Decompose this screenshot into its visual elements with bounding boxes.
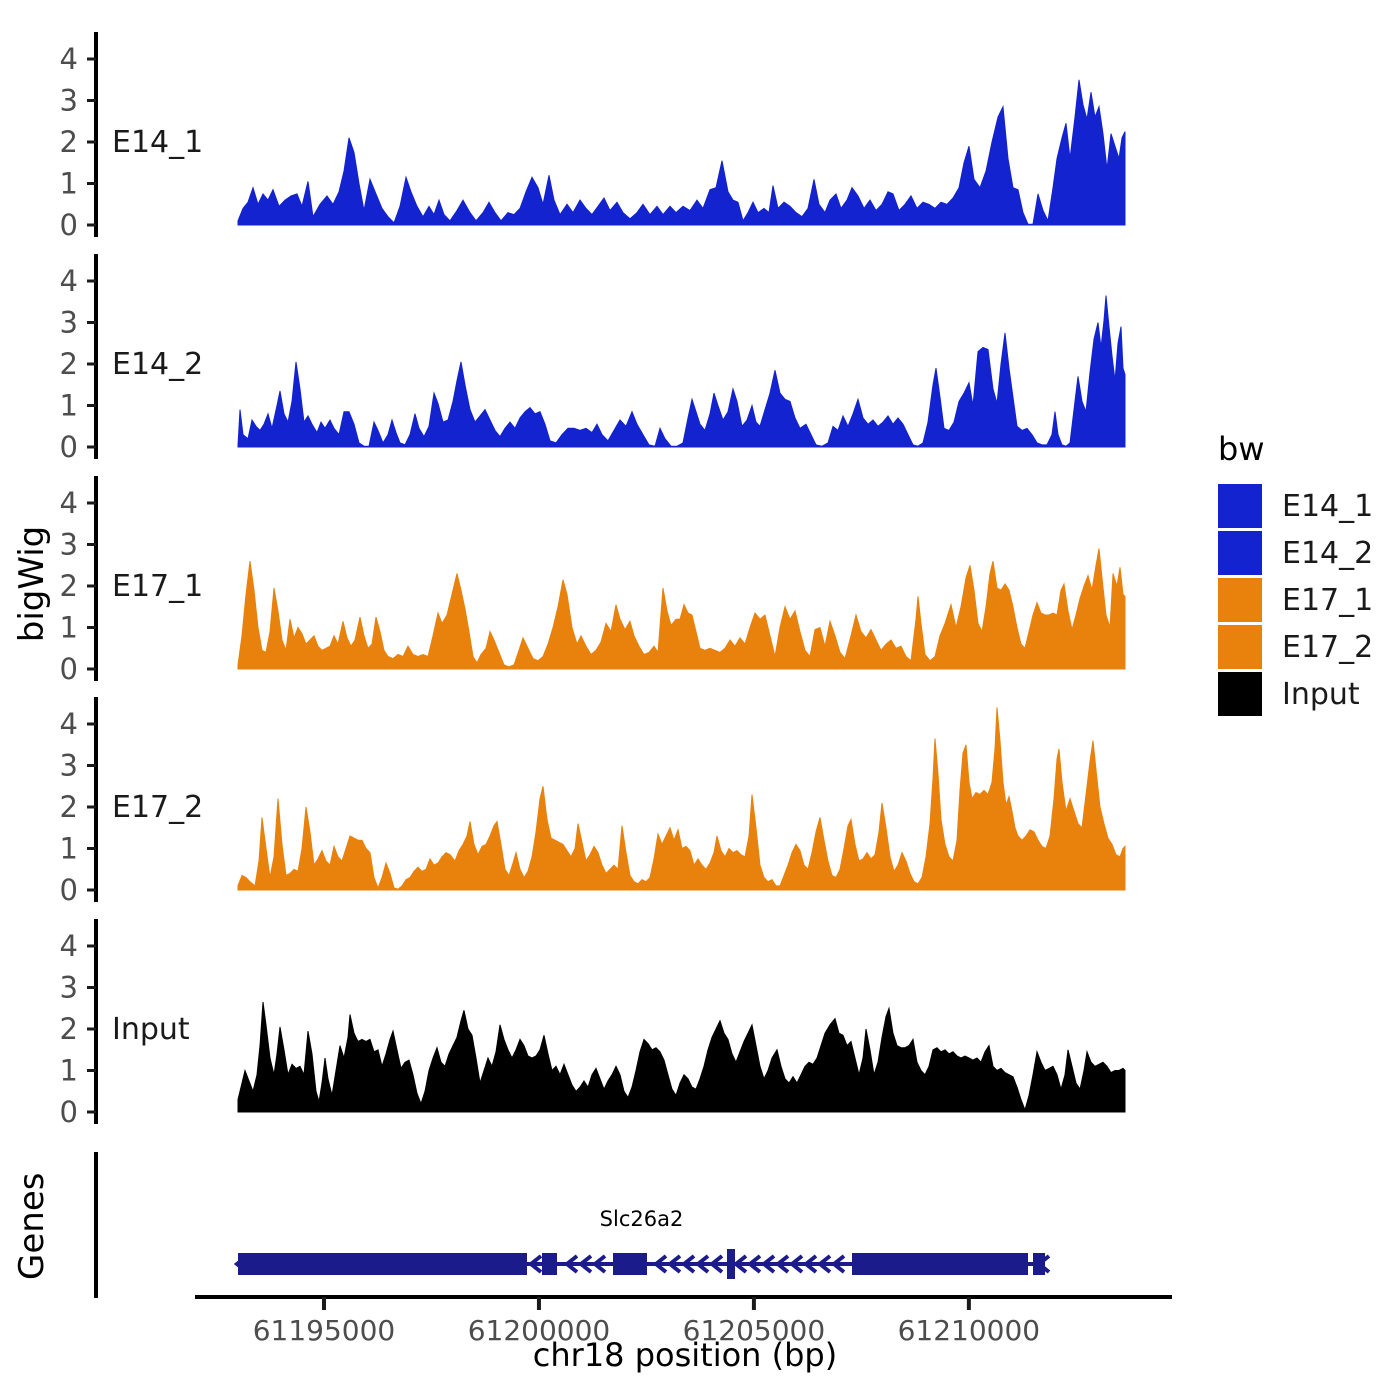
y-tick-label: 3 — [60, 84, 78, 118]
legend-entry-E17_2: E17_2 — [1218, 625, 1373, 669]
legend-title: bw — [1218, 430, 1265, 468]
y-tick-label: 0 — [60, 873, 78, 907]
y-tick-label: 0 — [60, 652, 78, 686]
y-tick-label: 3 — [60, 528, 78, 562]
strand-arrow-left — [760, 1254, 776, 1274]
signal-area-E17_2 — [237, 707, 1126, 891]
y-tick-label: 2 — [60, 347, 78, 381]
x-axis-title: chr18 position (bp) — [532, 1336, 838, 1374]
genes-axis-title: Genes — [12, 1172, 52, 1280]
y-tick-label: 2 — [60, 790, 78, 824]
gene-exon — [542, 1253, 557, 1275]
track-label-E14_2: E14_2 — [112, 347, 203, 382]
strand-arrow-left — [746, 1254, 762, 1274]
strand-arrow-left — [774, 1254, 790, 1274]
strand-arrow-left — [527, 1254, 543, 1274]
legend-label: E14_1 — [1282, 488, 1374, 524]
y-axis-title: bigWig — [12, 525, 52, 643]
legend-label: E17_2 — [1282, 629, 1374, 665]
y-tick-label: 2 — [60, 1012, 78, 1046]
y-tick-label: 3 — [60, 971, 78, 1005]
y-tick-label: 1 — [60, 832, 78, 866]
y-tick-label: 1 — [60, 611, 78, 645]
strand-arrow-left — [788, 1254, 804, 1274]
y-tick-label: 3 — [60, 306, 78, 340]
legend-entry-E14_2: E14_2 — [1218, 531, 1373, 575]
strand-arrow-left — [577, 1254, 593, 1274]
strand-arrow-left — [1035, 1254, 1051, 1274]
strand-arrow-left — [732, 1254, 748, 1274]
legend-swatch-E17_2 — [1218, 625, 1262, 669]
track-label-Input: Input — [112, 1012, 190, 1047]
strand-arrow-left — [666, 1254, 682, 1274]
strand-arrow-left — [591, 1254, 607, 1274]
strand-arrow-left — [708, 1254, 724, 1274]
gene-exon — [238, 1253, 527, 1275]
y-tick-label: 0 — [60, 1095, 78, 1129]
y-tick-label: 1 — [60, 389, 78, 423]
legend-swatch-E17_1 — [1218, 578, 1262, 622]
gene-exon — [727, 1249, 735, 1279]
legend: bw E14_1 E14_2 E17_1 E17_2 Input — [1218, 430, 1373, 719]
x-tick-label: 61210000 — [898, 1314, 1041, 1347]
x-tick-label: 61200000 — [468, 1314, 611, 1347]
strand-arrow-left — [233, 1254, 249, 1274]
strand-arrow-left — [694, 1254, 710, 1274]
track-label-E14_1: E14_1 — [112, 125, 203, 160]
legend-swatch-E14_2 — [1218, 531, 1262, 575]
strand-arrow-left — [830, 1254, 846, 1274]
gene-exon — [613, 1253, 647, 1275]
strand-arrow-left — [816, 1254, 832, 1274]
strand-arrow-left — [802, 1254, 818, 1274]
signal-area-Input — [237, 1001, 1126, 1113]
y-tick-label: 1 — [60, 167, 78, 201]
y-tick-label: 1 — [60, 1054, 78, 1088]
y-tick-label: 4 — [60, 486, 78, 520]
signal-area-E17_1 — [237, 548, 1126, 670]
strand-arrow-left — [563, 1254, 579, 1274]
legend-entry-E17_1: E17_1 — [1218, 578, 1373, 622]
y-tick-label: 3 — [60, 749, 78, 783]
y-tick-label: 2 — [60, 125, 78, 159]
track-label-E17_2: E17_2 — [112, 790, 203, 825]
x-tick-label: 61195000 — [253, 1314, 396, 1347]
strand-arrow-left — [680, 1254, 696, 1274]
y-tick-label: 4 — [60, 264, 78, 298]
x-tick-label: 61205000 — [683, 1314, 826, 1347]
legend-label: E14_2 — [1282, 535, 1374, 571]
signal-area-E14_1 — [237, 79, 1126, 226]
y-tick-label: 4 — [60, 929, 78, 963]
legend-swatch-E14_1 — [1218, 484, 1262, 528]
legend-entry-E14_1: E14_1 — [1218, 484, 1373, 528]
gene-exon — [852, 1253, 1028, 1275]
legend-entries: E14_1 E14_2 E17_1 E17_2 Input — [1218, 484, 1373, 716]
legend-label: E17_1 — [1282, 582, 1374, 618]
track-label-E17_1: E17_1 — [112, 569, 203, 604]
signal-area-E14_2 — [237, 295, 1126, 448]
y-tick-label: 0 — [60, 208, 78, 242]
gene-name-label: Slc26a2 — [600, 1207, 684, 1231]
y-tick-label: 4 — [60, 707, 78, 741]
legend-swatch-Input — [1218, 672, 1262, 716]
y-tick-label: 4 — [60, 42, 78, 76]
y-tick-label: 2 — [60, 569, 78, 603]
legend-entry-Input: Input — [1218, 672, 1373, 716]
strand-arrow-left — [652, 1254, 668, 1274]
legend-label: Input — [1282, 676, 1360, 712]
y-tick-label: 0 — [60, 430, 78, 464]
